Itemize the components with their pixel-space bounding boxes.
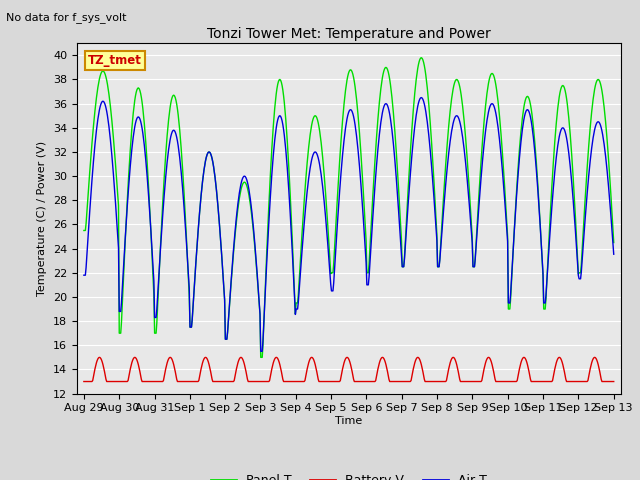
- Panel T: [80, 228, 88, 233]
- Battery V: [414, 354, 422, 360]
- Text: No data for f_sys_volt: No data for f_sys_volt: [6, 12, 127, 23]
- X-axis label: Time: Time: [335, 416, 362, 426]
- Line: Battery V: Battery V: [84, 357, 614, 382]
- Battery V: [198, 360, 206, 366]
- Air T: [144, 184, 152, 190]
- Legend: Panel T, Battery V, Air T: Panel T, Battery V, Air T: [206, 469, 492, 480]
- Air T: [414, 104, 422, 109]
- Panel T: [430, 178, 438, 183]
- Text: TZ_tmet: TZ_tmet: [88, 54, 141, 67]
- Air T: [610, 252, 618, 257]
- Battery V: [90, 373, 97, 379]
- Panel T: [610, 240, 618, 245]
- Air T: [417, 95, 425, 100]
- Air T: [430, 194, 438, 200]
- Battery V: [95, 354, 103, 360]
- Air T: [226, 297, 234, 303]
- Battery V: [145, 379, 152, 384]
- Title: Tonzi Tower Met: Temperature and Power: Tonzi Tower Met: Temperature and Power: [207, 27, 491, 41]
- Battery V: [227, 379, 234, 384]
- Battery V: [610, 379, 618, 384]
- Panel T: [257, 354, 264, 360]
- Panel T: [414, 66, 422, 72]
- Panel T: [417, 55, 425, 60]
- Air T: [257, 348, 264, 354]
- Panel T: [90, 123, 97, 129]
- Air T: [90, 159, 97, 165]
- Panel T: [144, 174, 152, 180]
- Battery V: [429, 379, 437, 384]
- Line: Air T: Air T: [84, 97, 614, 351]
- Panel T: [226, 299, 234, 304]
- Y-axis label: Temperature (C) / Power (V): Temperature (C) / Power (V): [37, 141, 47, 296]
- Line: Panel T: Panel T: [84, 58, 614, 357]
- Air T: [198, 186, 205, 192]
- Panel T: [198, 186, 205, 192]
- Battery V: [80, 379, 88, 384]
- Air T: [80, 272, 88, 278]
